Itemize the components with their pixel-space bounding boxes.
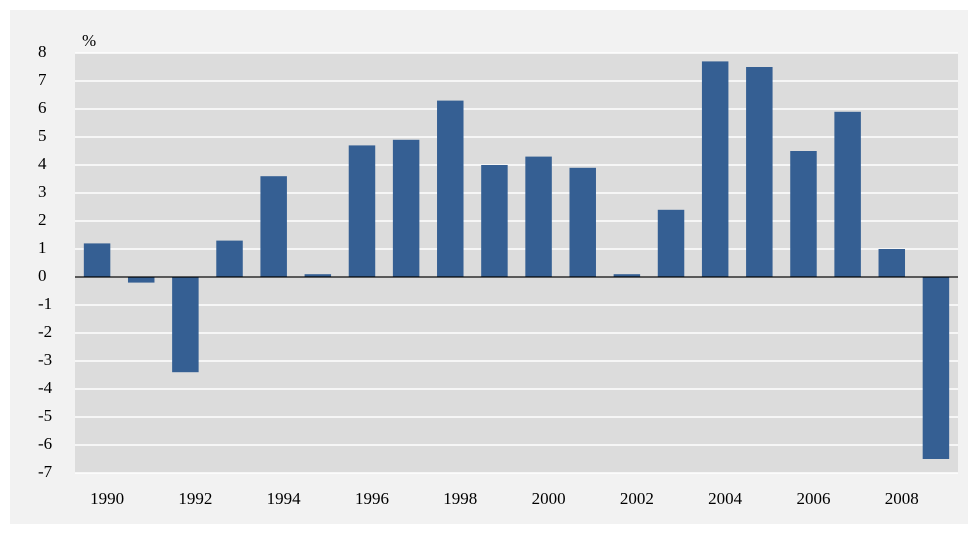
x-tick-label: 2004 [708, 489, 743, 508]
x-tick-label: 1990 [90, 489, 124, 508]
bar [525, 156, 552, 277]
y-tick-label: -5 [38, 406, 52, 425]
bar [127, 277, 155, 283]
y-tick-label: -1 [38, 294, 52, 313]
y-tick-label: -4 [38, 378, 53, 397]
bar [437, 100, 464, 277]
unit-label: % [82, 31, 96, 50]
y-tick-label: 8 [38, 42, 47, 61]
y-tick-label: -6 [38, 434, 52, 453]
bar [569, 167, 596, 277]
bar [348, 145, 376, 277]
x-tick-label: 1998 [443, 489, 477, 508]
x-tick-label: 2008 [885, 489, 919, 508]
bar [172, 277, 199, 373]
bar [657, 209, 685, 277]
x-tick-label: 1994 [267, 489, 302, 508]
y-tick-label: 5 [38, 126, 47, 145]
bar [613, 274, 641, 277]
bar [790, 151, 817, 277]
bar [392, 139, 420, 277]
bar [746, 67, 773, 277]
y-tick-label: 3 [38, 182, 47, 201]
y-tick-label: 1 [38, 238, 47, 257]
y-tick-label: -2 [38, 322, 52, 341]
plot-area [75, 53, 958, 473]
y-tick-label: 7 [38, 70, 47, 89]
y-tick-label: 4 [38, 154, 47, 173]
x-tick-label: 1992 [178, 489, 212, 508]
bar [701, 61, 729, 278]
y-tick-label: -3 [38, 350, 52, 369]
x-tick-label: 2002 [620, 489, 654, 508]
x-tick-label: 2000 [532, 489, 566, 508]
bar [260, 176, 287, 277]
bar [83, 243, 111, 277]
bar [878, 249, 906, 277]
x-tick-label: 1996 [355, 489, 389, 508]
y-tick-label: 2 [38, 210, 47, 229]
bar [216, 240, 243, 277]
bar [481, 165, 508, 277]
bar [304, 274, 332, 277]
bar [922, 277, 950, 459]
y-tick-label: -7 [38, 462, 53, 481]
y-tick-label: 6 [38, 98, 47, 117]
x-tick-label: 2006 [796, 489, 830, 508]
y-tick-label: 0 [38, 266, 47, 285]
bar [834, 111, 861, 277]
